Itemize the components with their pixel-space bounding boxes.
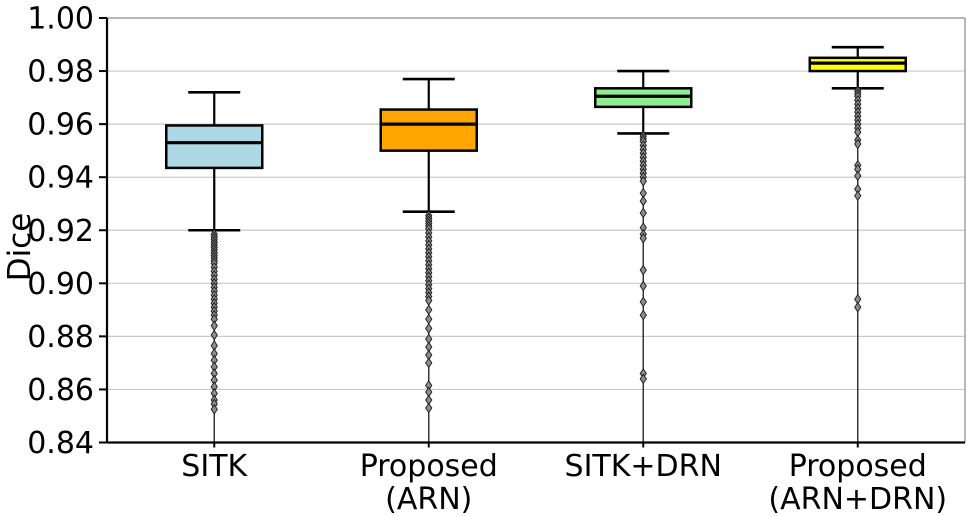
x-tick-label: Proposed xyxy=(789,449,927,484)
outlier-point xyxy=(425,323,433,334)
outlier-point xyxy=(639,207,647,219)
outlier-point xyxy=(425,357,433,369)
y-tick-label: 0.92 xyxy=(27,214,94,249)
x-tick-label: SITK+DRN xyxy=(565,449,722,484)
y-tick-label: 0.96 xyxy=(27,108,94,143)
y-tick-label: 0.94 xyxy=(27,161,94,196)
outlier-point xyxy=(639,264,647,276)
outlier-point xyxy=(639,296,647,308)
outlier-point xyxy=(425,402,433,414)
y-tick-label: 1.00 xyxy=(27,2,94,37)
x-tick-label: (ARN+DRN) xyxy=(768,482,947,516)
y-tick-label: 0.88 xyxy=(27,320,94,355)
outlier-point xyxy=(854,170,862,182)
outlier-point xyxy=(854,138,862,150)
x-tick-label: SITK xyxy=(181,449,248,484)
y-axis-label: Dice xyxy=(2,213,38,282)
box-2 xyxy=(379,108,478,152)
y-tick-label: 0.98 xyxy=(27,55,94,90)
outlier-point xyxy=(639,280,647,292)
outlier-point xyxy=(210,329,218,341)
x-tick-label: (ARN) xyxy=(385,482,472,516)
outlier-point xyxy=(639,195,647,207)
outlier-point xyxy=(639,175,647,187)
y-tick-label: 0.86 xyxy=(27,373,94,408)
outlier-point xyxy=(854,301,862,313)
outlier-point xyxy=(639,309,647,321)
outlier-point xyxy=(639,232,647,244)
outlier-point xyxy=(854,190,862,202)
outlier-point xyxy=(210,403,218,415)
x-tick-label: Proposed xyxy=(360,449,498,484)
box-1 xyxy=(165,124,264,170)
y-tick-label: 0.90 xyxy=(27,267,94,302)
y-tick-label: 0.84 xyxy=(27,426,94,461)
outlier-point xyxy=(639,373,647,385)
